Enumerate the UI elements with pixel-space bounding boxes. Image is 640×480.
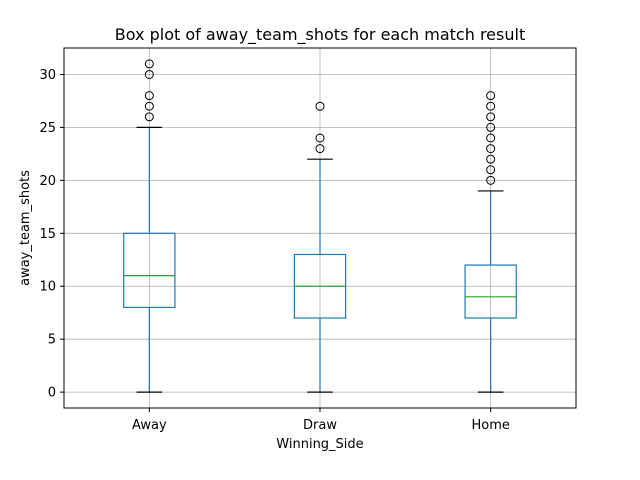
outlier-point — [486, 101, 496, 111]
y-tick-label: 30 — [39, 68, 56, 83]
y-tick-label: 25 — [39, 121, 56, 136]
outlier-point — [144, 101, 154, 111]
x-tick-label: Home — [471, 418, 509, 433]
outlier-point — [315, 101, 325, 111]
outlier-point — [315, 133, 325, 143]
boxes — [123, 59, 517, 393]
y-tick-label: 15 — [39, 227, 56, 242]
outlier-point — [144, 59, 154, 69]
chart-title: Box plot of away_team_shots for each mat… — [115, 25, 525, 45]
outlier-point — [486, 154, 496, 164]
y-tick-label: 5 — [48, 333, 56, 348]
outlier-point — [486, 112, 496, 122]
outlier-point — [144, 112, 154, 122]
y-tick-label: 20 — [39, 174, 56, 189]
axes: 0 5 10 15 20 25 30 Away Draw Home — [39, 68, 509, 433]
outlier-point — [486, 175, 496, 185]
iqr-box — [464, 264, 517, 319]
iqr-box — [123, 232, 176, 309]
outlier-point — [486, 122, 496, 132]
box-group-draw — [293, 101, 347, 393]
y-tick-label: 0 — [48, 386, 56, 401]
outlier-point — [486, 144, 496, 154]
x-tick-label: Away — [132, 418, 167, 433]
y-tick-label: 10 — [39, 280, 56, 295]
outlier-point — [315, 144, 325, 154]
outlier-point — [486, 165, 496, 175]
x-tick-label: Draw — [303, 418, 337, 433]
outlier-point — [144, 91, 154, 101]
outlier-point — [486, 133, 496, 143]
outlier-point — [486, 91, 496, 101]
y-axis-label: away_team_shots — [18, 170, 33, 286]
box-group-home — [464, 91, 517, 393]
box-group-away — [123, 59, 176, 393]
outlier-point — [144, 69, 154, 79]
x-axis-label: Winning_Side — [276, 437, 363, 452]
